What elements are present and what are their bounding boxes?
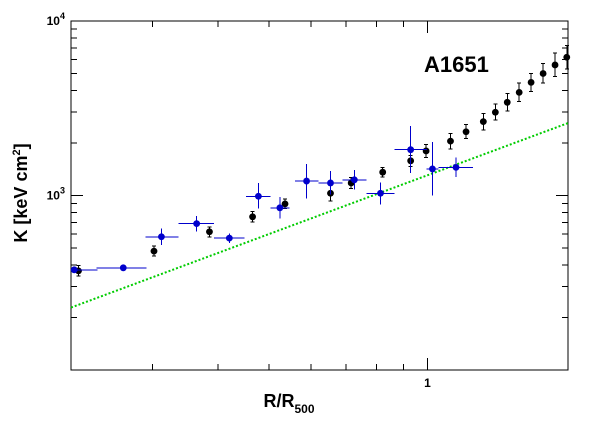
data-point — [158, 233, 165, 241]
data-point — [491, 108, 499, 116]
plot-area — [70, 20, 569, 371]
data-point — [150, 247, 158, 255]
data-point — [281, 200, 289, 208]
data-point — [379, 168, 387, 176]
series-group — [70, 126, 473, 274]
data-point — [503, 98, 511, 106]
data-point — [276, 204, 284, 212]
data-point — [119, 264, 127, 272]
data-point — [193, 220, 201, 228]
plot-frame — [70, 20, 569, 371]
data-point — [377, 189, 384, 197]
data-point — [452, 163, 460, 171]
y-tick-label: 104 — [47, 11, 65, 28]
axis-ticks: 103 104 1 — [47, 11, 568, 390]
series-layer — [70, 44, 571, 277]
data-point — [462, 128, 470, 136]
data-point — [70, 266, 78, 274]
data-point — [447, 137, 454, 145]
series-group — [75, 44, 571, 277]
model-layer — [70, 122, 569, 309]
data-point — [422, 147, 430, 155]
data-point — [254, 192, 262, 200]
model-line — [70, 122, 569, 309]
data-point — [551, 61, 559, 69]
chart-title: A1651 — [424, 52, 489, 77]
data-point — [479, 118, 487, 126]
data-point — [206, 228, 213, 236]
x-axis-label: R/R500 — [263, 391, 314, 416]
data-point — [429, 165, 436, 173]
data-point — [515, 88, 523, 96]
data-point — [225, 234, 233, 242]
data-point — [563, 53, 571, 61]
data-point — [539, 70, 547, 77]
data-point — [249, 213, 256, 221]
x-tick-label: 1 — [424, 376, 431, 390]
data-point — [303, 177, 310, 185]
data-point — [327, 179, 334, 187]
y-tick-label: 103 — [47, 186, 65, 203]
y-axis-label: K [keV cm2] — [11, 143, 31, 242]
data-point — [527, 78, 535, 86]
data-point — [407, 146, 415, 154]
data-point — [350, 176, 358, 184]
